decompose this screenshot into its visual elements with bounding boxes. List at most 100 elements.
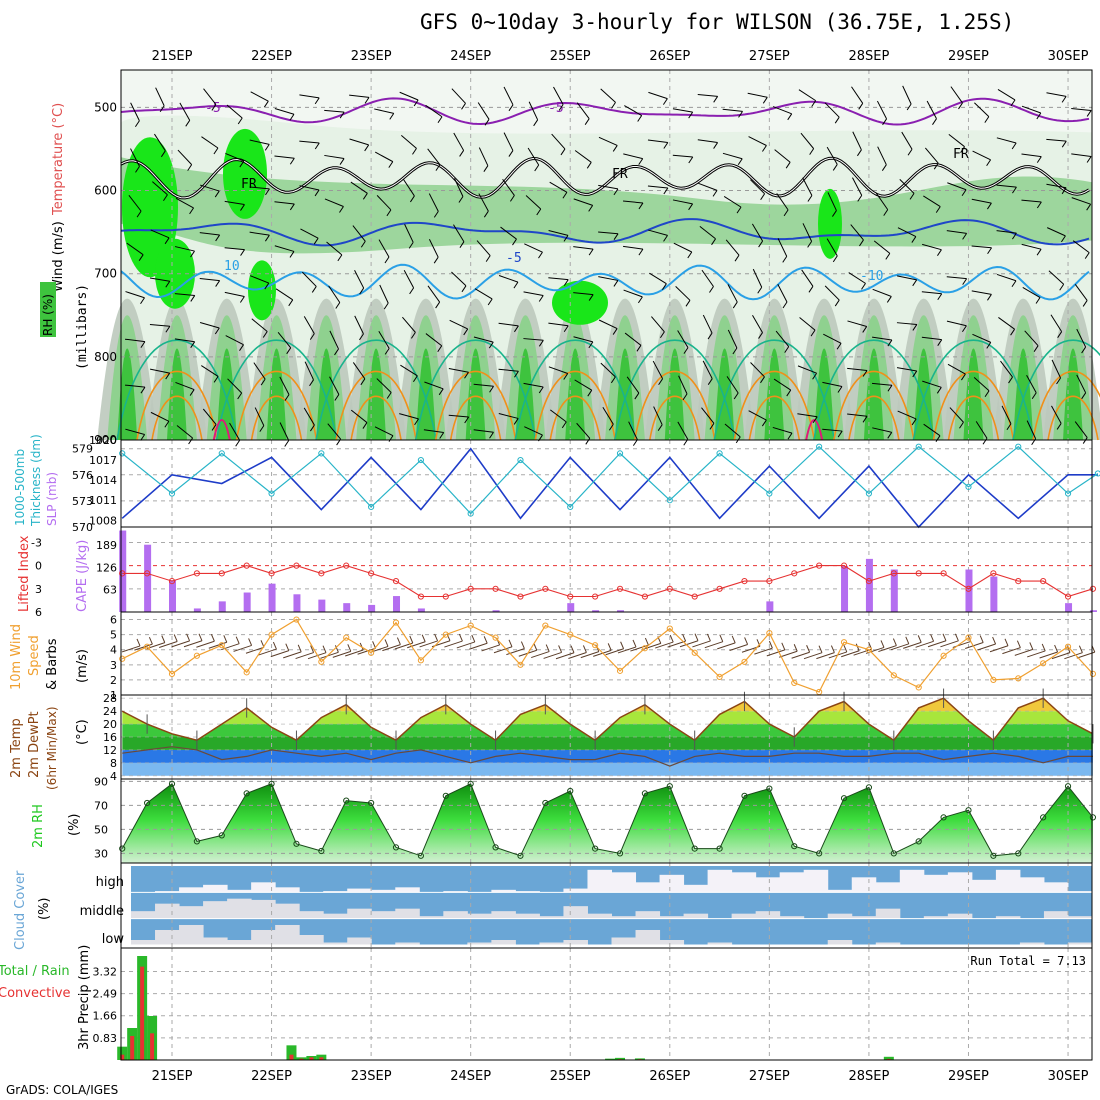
- label-3hr-precip: 3hr Precip (mm): [77, 945, 92, 1050]
- wind-barb-flag: [834, 299, 840, 307]
- wind-barb: [678, 375, 688, 395]
- wind10-barb-flag: [706, 633, 711, 642]
- wind10-barb: [555, 652, 575, 660]
- wind-barb-flag: [937, 293, 943, 301]
- thickness-tick-label: 576: [72, 469, 93, 482]
- wind-barb: [724, 423, 741, 438]
- wind-barb: [701, 407, 715, 424]
- cape-bar: [567, 603, 575, 612]
- wind-barb-flag: [663, 142, 669, 149]
- wind-barb: [549, 181, 568, 193]
- rh2m-tick-label: 70: [94, 799, 108, 812]
- isotherm-warm-arch: [315, 339, 437, 441]
- wind-barb: [725, 239, 740, 256]
- rh-moist-patch: [223, 128, 267, 219]
- wind10-barb: [642, 642, 661, 650]
- wind-barb-flag: [288, 299, 294, 307]
- wind-barb: [427, 285, 441, 303]
- cloud-high-block: [443, 891, 468, 893]
- wind-barb: [254, 407, 265, 426]
- cape-bar: [841, 565, 849, 612]
- date-label-bottom: 26SEP: [649, 1069, 690, 1084]
- wind-barb-flag: [683, 347, 689, 354]
- wind-barb-flag: [485, 255, 491, 262]
- cloud-middle-block: [779, 916, 805, 919]
- wind-barb-flag: [488, 341, 494, 349]
- wind-barb: [176, 425, 193, 439]
- wind-barb: [1071, 107, 1092, 111]
- wind-barb: [378, 330, 390, 349]
- wind-barb-flag: [887, 432, 893, 439]
- wind10-speed-point: [990, 676, 997, 684]
- wind-barb: [253, 362, 266, 380]
- rh2m-point: [890, 850, 897, 857]
- wind-barb: [473, 429, 494, 433]
- wind-barb-flag: [760, 376, 765, 384]
- wind10-speed-point: [467, 622, 474, 629]
- wind-barb: [899, 179, 915, 194]
- wind-barb: [175, 381, 195, 391]
- wind10-barb-flag: [161, 635, 166, 643]
- wind-barb-flag: [982, 437, 988, 445]
- wind-barb: [453, 132, 465, 151]
- wind-barb: [948, 133, 965, 148]
- wind-barb-flag: [1036, 201, 1042, 209]
- wind-barb: [551, 133, 566, 150]
- wind-barb: [823, 333, 842, 344]
- wind-barb: [1001, 405, 1012, 424]
- rh2m-point: [716, 845, 723, 852]
- wind-barb-flag: [433, 211, 439, 218]
- wind-barb: [1046, 183, 1067, 189]
- wind-barb: [775, 330, 790, 347]
- wind10-speed-point: [890, 672, 897, 679]
- wind-barb-flag: [383, 302, 389, 310]
- temp2m-line: [121, 697, 1094, 742]
- rh2m-point: [990, 852, 997, 859]
- wind10-barb-flag: [855, 643, 860, 651]
- wind-barb: [152, 181, 168, 196]
- rh2m-point: [691, 845, 698, 852]
- wind-barb-flag: [190, 341, 196, 348]
- wind-barb: [498, 368, 519, 372]
- cloud-high-block: [179, 887, 204, 893]
- wind-barb: [174, 293, 195, 296]
- wind10-barb: [506, 648, 525, 656]
- wind10-barb: [766, 649, 785, 657]
- wind-barb-flag: [362, 193, 368, 200]
- wind-barb: [374, 108, 394, 114]
- pressure-tick-label: 600: [94, 184, 117, 198]
- temp-tick-label: 28: [103, 692, 117, 705]
- cloud-middle-block: [515, 913, 540, 919]
- wind-barb-flag: [637, 115, 643, 122]
- wind10-speed-point: [243, 669, 250, 676]
- cloud-middle-block: [875, 908, 901, 919]
- wind-barb-flag: [737, 158, 743, 166]
- wind-barb: [250, 275, 269, 284]
- wind-barb: [922, 243, 942, 251]
- wind10-barb-flag: [434, 633, 439, 642]
- lifted-index-point: [318, 570, 325, 577]
- wind-barb-flag: [832, 255, 838, 263]
- cloud-middle-block: [419, 916, 444, 919]
- wind10-barb: [196, 640, 215, 648]
- wind10-barb: [419, 640, 438, 648]
- temp-band: [122, 724, 1093, 737]
- slp-point: [517, 456, 524, 464]
- wind-barb: [448, 368, 469, 373]
- wind-barb-flag: [962, 278, 968, 285]
- wind-barb-flag: [388, 161, 394, 168]
- cape-bar: [169, 580, 176, 612]
- wind-barb: [303, 316, 315, 334]
- wind-barb-flag: [812, 372, 818, 380]
- wind-barb-flag: [588, 248, 594, 256]
- precip-frame: [120, 947, 1093, 1061]
- wind-barb-flag: [837, 430, 843, 438]
- wind-barb-flag: [933, 162, 939, 170]
- lifted-index-point: [666, 585, 673, 592]
- contour-label: -10: [860, 269, 883, 284]
- wind-barb-flag: [812, 416, 818, 424]
- thickness-tick-label: 573: [72, 495, 93, 508]
- temp-band: [122, 737, 1093, 750]
- wind-barb: [602, 406, 614, 425]
- wind10-speed-point: [691, 649, 698, 656]
